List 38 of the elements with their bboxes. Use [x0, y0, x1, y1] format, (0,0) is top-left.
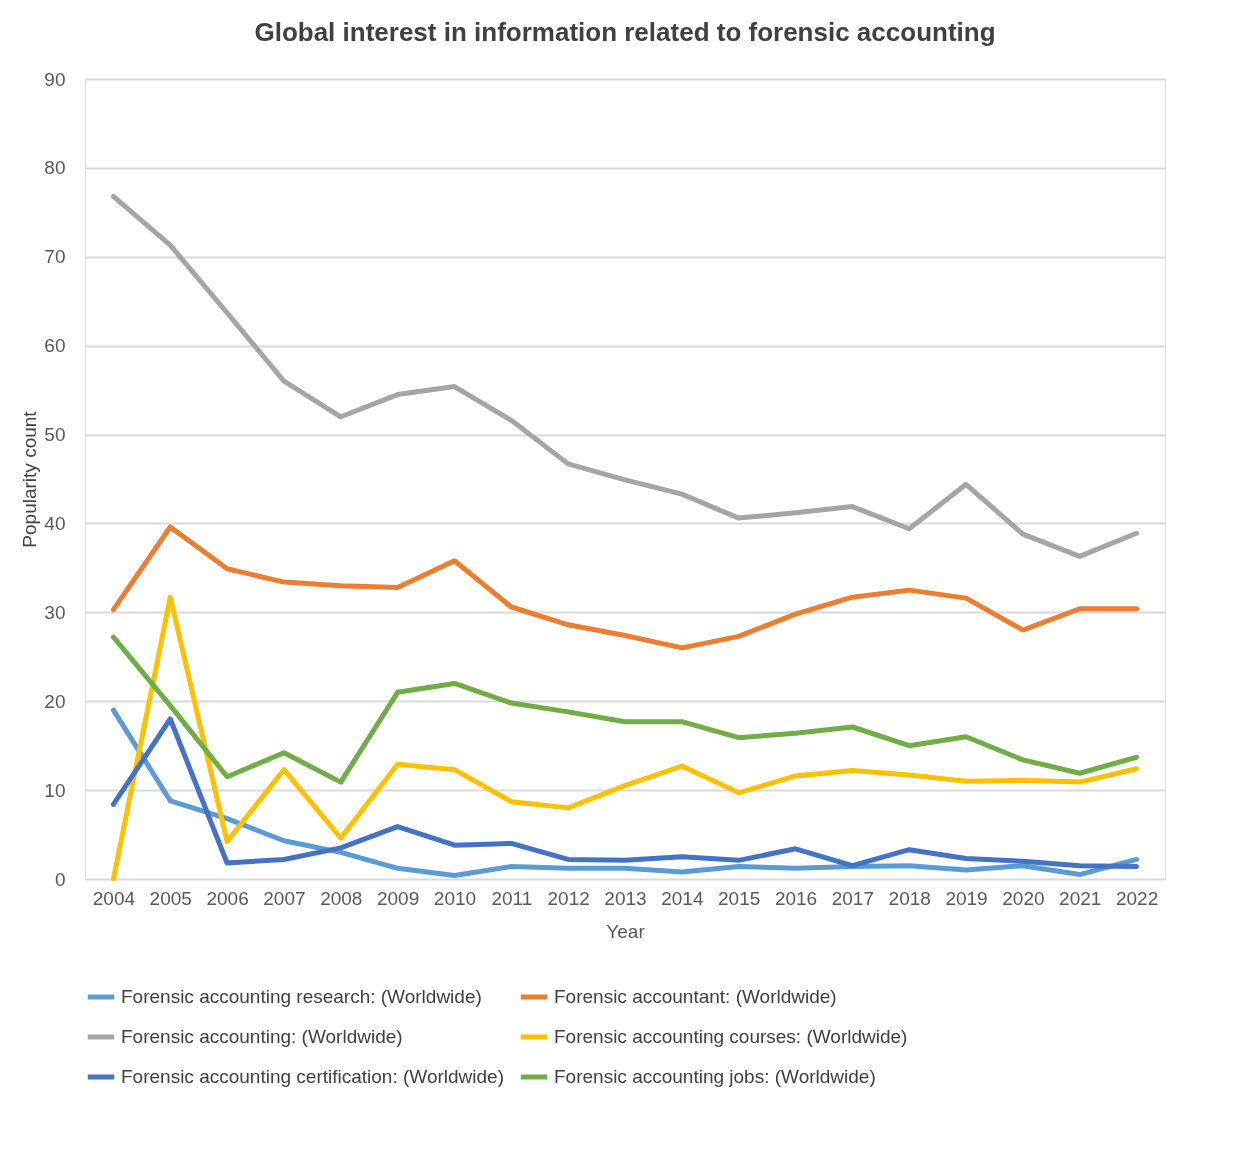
- legend-label: Forensic accounting: (Worldwide): [121, 1026, 403, 1047]
- x-tick-label: 2011: [491, 887, 533, 909]
- x-tick-label: 2020: [1002, 887, 1045, 909]
- legend-label: Forensic accountant: (Worldwide): [554, 986, 837, 1007]
- x-tick-label: 2009: [376, 887, 420, 909]
- x-tick-label: 2007: [263, 887, 306, 909]
- y-tick-label: 70: [44, 246, 66, 268]
- x-tick-label: 2018: [888, 887, 931, 909]
- y-tick-label: 20: [44, 690, 66, 712]
- y-tick-label: 90: [44, 68, 66, 90]
- x-tick-label: 2005: [149, 887, 192, 909]
- legend-label: Forensic accounting research: (Worldwide): [121, 986, 482, 1007]
- y-tick-label: 50: [44, 424, 66, 446]
- legend-label: Forensic accounting courses: (Worldwide): [554, 1026, 908, 1047]
- x-tick-label: 2021: [1059, 887, 1102, 909]
- y-tick-label: 80: [44, 157, 66, 179]
- x-axis-title: Year: [606, 920, 646, 942]
- x-tick-label: 2015: [718, 887, 761, 909]
- y-axis-title: Popularity count: [19, 410, 41, 548]
- y-tick-label: 60: [44, 335, 66, 357]
- x-tick-label: 2017: [831, 887, 875, 909]
- chart-title: Global interest in information related to forensic accounting: [254, 17, 996, 47]
- y-tick-label: 40: [44, 512, 66, 534]
- y-tick-label: 10: [44, 779, 66, 801]
- legend-label: Forensic accounting jobs: (Worldwide): [554, 1066, 876, 1087]
- x-tick-label: 2012: [547, 887, 590, 909]
- x-tick-label: 2010: [433, 887, 477, 909]
- x-tick-label: 2014: [661, 887, 704, 909]
- x-tick-label: 2022: [1115, 887, 1159, 909]
- y-tick-label: 30: [44, 601, 66, 623]
- y-tick-label: 0: [54, 868, 66, 890]
- x-tick-label: 2004: [92, 887, 136, 909]
- legend-label: Forensic accounting certification: (Worldwide): [121, 1066, 504, 1087]
- x-tick-label: 2006: [206, 887, 249, 909]
- x-tick-label: 2008: [320, 887, 363, 909]
- x-tick-label: 2019: [945, 887, 988, 909]
- x-tick-label: 2013: [604, 887, 647, 909]
- x-tick-label: 2016: [774, 887, 818, 909]
